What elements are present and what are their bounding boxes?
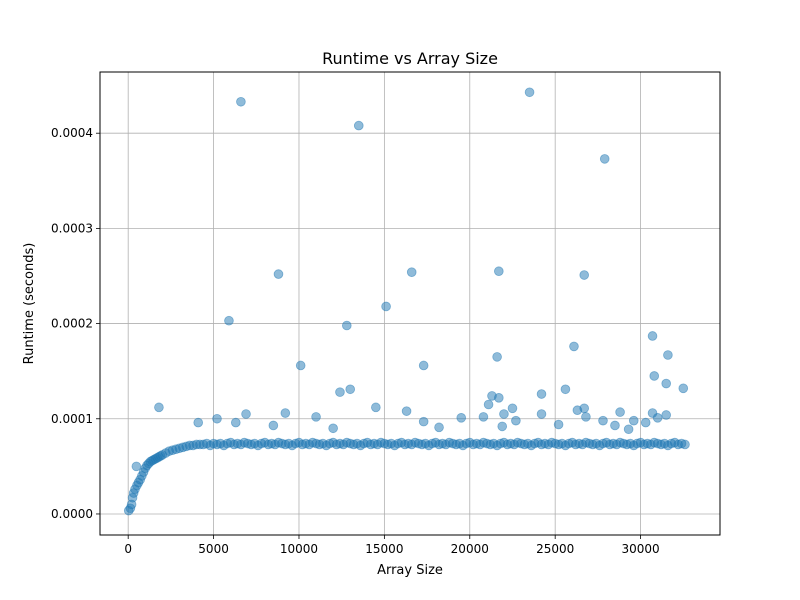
y-tick-label: 0.0002 — [51, 317, 93, 331]
data-point — [478, 412, 489, 422]
data-point — [487, 391, 497, 401]
data-point — [623, 424, 634, 435]
data-point — [569, 341, 579, 352]
data-point — [341, 320, 352, 331]
y-axis-ticks: 0.0000 0.0001 0.0002 0.0003 0.0004 — [51, 126, 100, 521]
data-point — [536, 409, 547, 419]
x-tick-label: 20000 — [451, 542, 489, 556]
data-point — [661, 378, 671, 389]
data-point — [661, 410, 671, 420]
data-point — [615, 407, 625, 417]
data-points — [123, 87, 690, 516]
data-point — [335, 387, 345, 397]
data-point — [524, 87, 535, 98]
data-point — [230, 417, 241, 428]
data-point — [483, 399, 494, 410]
data-point — [154, 402, 164, 413]
data-point — [511, 415, 521, 426]
data-point — [273, 269, 284, 279]
data-point — [610, 420, 620, 431]
data-point — [268, 420, 279, 431]
data-point — [492, 352, 502, 362]
data-point — [401, 406, 412, 416]
data-point — [212, 413, 222, 424]
y-tick-label: 0.0004 — [51, 126, 93, 140]
data-point — [456, 413, 467, 423]
data-point — [652, 413, 663, 423]
x-tick-label: 30000 — [621, 542, 659, 556]
x-tick-label: 15000 — [365, 542, 403, 556]
chart-title: Runtime vs Array Size — [322, 49, 498, 68]
data-point — [647, 331, 658, 341]
data-point — [598, 415, 608, 426]
data-point — [649, 371, 660, 381]
data-point — [241, 409, 251, 419]
data-point — [311, 412, 321, 422]
x-tick-label: 10000 — [280, 542, 318, 556]
data-point — [663, 350, 673, 360]
y-tick-label: 0.0001 — [51, 412, 93, 426]
x-axis-label: Array Size — [377, 563, 443, 578]
data-point — [494, 266, 504, 277]
y-tick-label: 0.0003 — [51, 221, 93, 235]
data-point — [572, 405, 583, 416]
data-point — [497, 421, 508, 432]
data-point — [499, 409, 509, 419]
data-point — [581, 412, 591, 422]
data-point — [599, 154, 610, 164]
grid-lines — [100, 72, 720, 535]
y-tick-label: 0.0000 — [51, 507, 93, 521]
data-point — [579, 270, 590, 280]
y-axis-label: Runtime (seconds) — [22, 243, 37, 365]
data-point — [560, 384, 571, 395]
data-point — [371, 402, 381, 413]
data-point — [418, 416, 429, 427]
data-point — [536, 389, 547, 399]
data-point — [345, 384, 356, 395]
data-point — [280, 408, 291, 418]
data-point — [193, 417, 204, 428]
x-axis-ticks: 0 5000 10000 15000 20000 25000 30000 — [124, 535, 660, 556]
data-point — [295, 360, 306, 371]
data-point — [628, 415, 639, 426]
data-point — [224, 315, 234, 326]
data-point — [680, 439, 690, 450]
data-point — [236, 96, 246, 107]
data-point — [507, 403, 518, 414]
data-point — [434, 422, 444, 433]
data-point — [640, 417, 651, 428]
data-point — [328, 423, 338, 434]
data-point — [678, 383, 689, 394]
data-point — [553, 419, 564, 430]
data-point — [353, 120, 364, 131]
data-point — [406, 267, 417, 277]
data-point — [381, 301, 391, 312]
x-tick-label: 5000 — [198, 542, 229, 556]
x-tick-label: 0 — [124, 542, 132, 556]
plot-frame — [99, 71, 721, 536]
data-point — [131, 461, 142, 472]
x-tick-label: 25000 — [536, 542, 574, 556]
data-point — [418, 360, 429, 371]
